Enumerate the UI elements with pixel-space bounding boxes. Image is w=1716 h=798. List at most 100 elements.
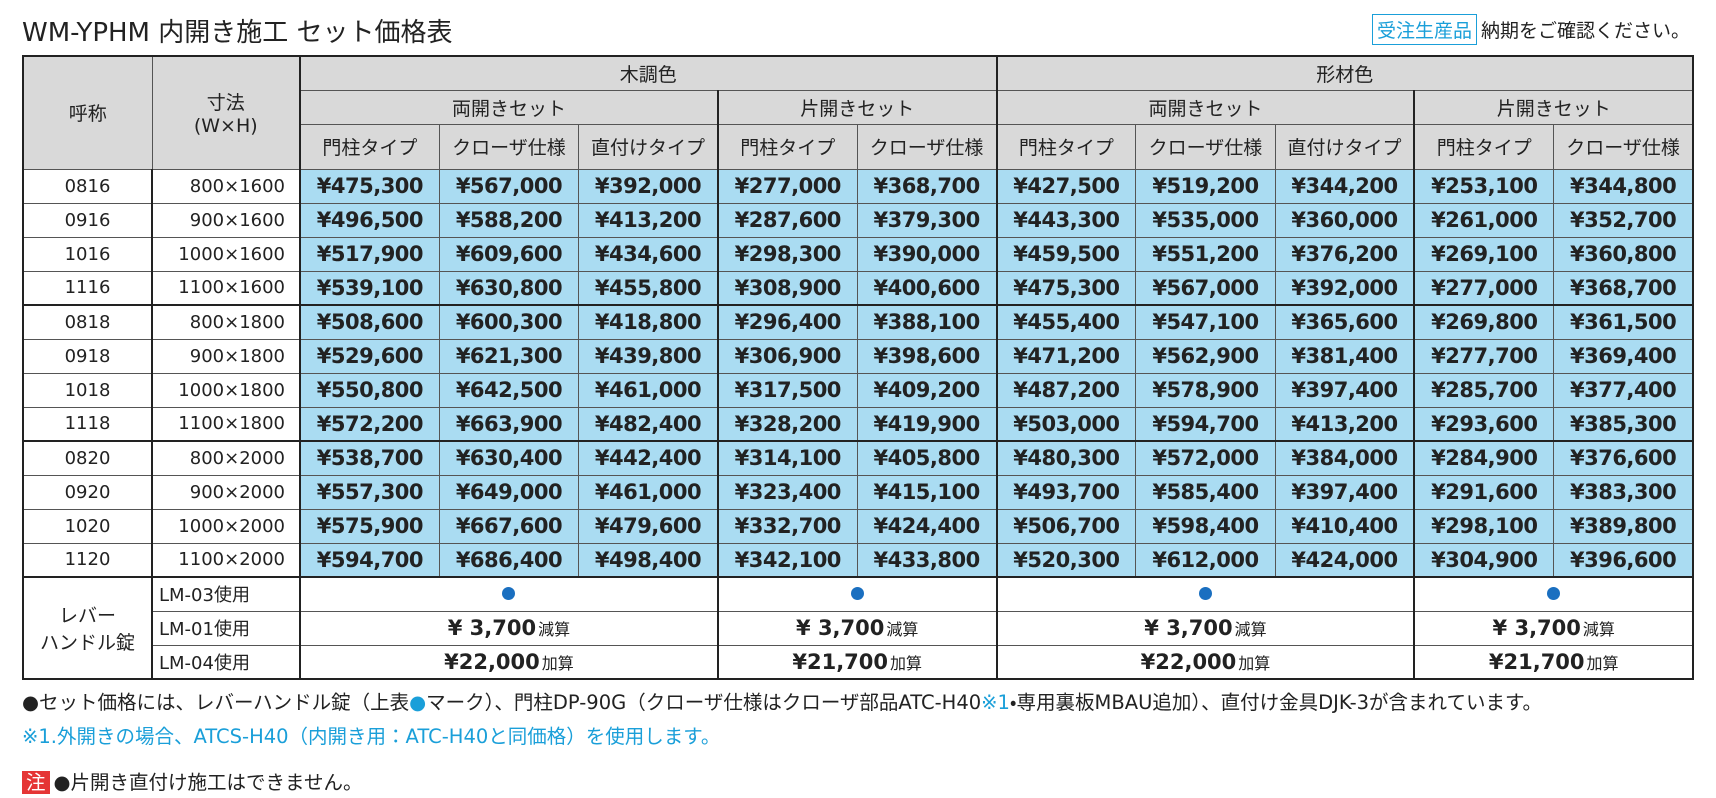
price: ¥667,600 xyxy=(438,508,580,544)
dot xyxy=(502,586,516,600)
price: ¥487,200 xyxy=(995,372,1137,408)
price-table: 呼称 寸法 (W×H) 木調色 形材色 両開きセット 片開きセット 両開きセット 片開きセット門… xyxy=(22,55,1695,680)
price: ¥475,300 xyxy=(995,270,1137,306)
footnote: ※1.外開きの場合、ATCS-H40（内開き用：ATC-H40と同価格）を使用し… xyxy=(22,725,721,748)
price: ¥588,200 xyxy=(438,202,580,238)
price: ¥496,500 xyxy=(298,202,440,238)
lever-option: LM-03使用 xyxy=(151,576,301,612)
price: ¥594,700 xyxy=(1135,406,1276,442)
code: 0818 xyxy=(22,304,153,340)
price: ¥508,600 xyxy=(298,304,440,340)
price: ¥461,000 xyxy=(578,474,719,510)
price: ¥381,400 xyxy=(1274,338,1415,374)
size: 800×2000 xyxy=(151,440,301,476)
price-row: 1018 1000×1800 ¥550,800 ¥642,500 ¥461,000 ¥31… xyxy=(22,372,1694,408)
lever-cell: ¥ 3,700 減算 xyxy=(995,610,1415,646)
lever-label-line: レバー xyxy=(58,605,116,627)
price: ¥400,600 xyxy=(856,270,998,306)
price: ¥368,700 xyxy=(856,168,998,204)
price: ¥296,400 xyxy=(716,304,858,340)
price: ¥352,700 xyxy=(1553,202,1694,238)
price: ¥405,800 xyxy=(856,440,998,476)
badge: 受注生産品 xyxy=(1371,14,1477,45)
type-head: クローザ仕様 xyxy=(856,123,998,170)
lever-price: ¥ 3,700 xyxy=(1144,616,1233,640)
size: 1100×1600 xyxy=(151,270,301,306)
size: 1000×1600 xyxy=(151,236,301,272)
price: ¥567,000 xyxy=(438,168,580,204)
code: 0920 xyxy=(22,474,153,510)
lever-option: LM-01使用 xyxy=(151,610,301,646)
price: ¥538,700 xyxy=(298,440,440,476)
price-row: 1118 1100×1800 ¥572,200 ¥663,900 ¥482,400 ¥32… xyxy=(22,406,1694,442)
caution-text: ●片開き直付け施工はできません。 xyxy=(53,771,363,794)
dot xyxy=(850,586,864,600)
price: ¥498,400 xyxy=(578,542,719,578)
lever-label-line: ハンドル錠 xyxy=(39,632,135,654)
size: 1000×1800 xyxy=(151,372,301,408)
type-head: 直付けタイプ xyxy=(578,123,719,170)
price: ¥277,000 xyxy=(716,168,858,204)
price: ¥384,000 xyxy=(1274,440,1415,476)
size: 800×1600 xyxy=(151,168,301,204)
price: ¥493,700 xyxy=(995,474,1137,510)
lever-price: ¥ 3,700 xyxy=(1492,616,1581,640)
price: ¥642,500 xyxy=(438,372,580,408)
price: ¥323,400 xyxy=(716,474,858,510)
note: 納期をご確認ください。 xyxy=(1480,20,1690,42)
type-head: クローザ仕様 xyxy=(1553,123,1694,170)
price: ¥397,400 xyxy=(1274,474,1415,510)
price: ¥439,800 xyxy=(578,338,719,374)
price: ¥291,600 xyxy=(1413,474,1555,510)
code: 0820 xyxy=(22,440,153,476)
lever-cell xyxy=(1413,576,1694,612)
price: ¥519,200 xyxy=(1135,168,1276,204)
price: ¥385,300 xyxy=(1553,406,1694,442)
price: ¥455,800 xyxy=(578,270,719,306)
lever-cell: ¥21,700 加算 xyxy=(716,644,998,680)
type-head: 門柱タイプ xyxy=(995,123,1137,170)
price-row: 0818 800×1800 ¥508,600 ¥600,300 ¥418,800 ¥296… xyxy=(22,304,1694,340)
footnote-part: ● xyxy=(409,691,427,714)
type-head: 直付けタイプ xyxy=(1274,123,1415,170)
price: ¥379,300 xyxy=(856,202,998,238)
price: ¥517,900 xyxy=(298,236,440,272)
lever-option: LM-04使用 xyxy=(151,644,301,680)
lever-price: ¥22,000 xyxy=(444,649,540,674)
price: ¥506,700 xyxy=(995,508,1137,544)
price-row: 0816 800×1600 ¥475,300 ¥567,000 ¥392,000 ¥277… xyxy=(22,168,1694,204)
price: ¥434,600 xyxy=(578,236,719,272)
price: ¥398,600 xyxy=(856,338,998,374)
code: 1018 xyxy=(22,372,153,408)
price: ¥285,700 xyxy=(1413,372,1555,408)
lever-op: 加算 xyxy=(1586,653,1619,673)
lever-price: ¥ 3,700 xyxy=(447,616,537,640)
lever-cell xyxy=(299,576,719,612)
table-body: 0816 800×1600 ¥475,300 ¥567,000 ¥392,000 ¥277… xyxy=(22,168,1694,680)
price: ¥397,400 xyxy=(1274,372,1415,408)
price: ¥342,100 xyxy=(716,542,858,578)
lever-cell xyxy=(716,576,998,612)
price: ¥376,600 xyxy=(1553,440,1694,476)
code: 1120 xyxy=(22,542,153,578)
price: ¥344,800 xyxy=(1553,168,1694,204)
price: ¥390,000 xyxy=(856,236,998,272)
code: 0916 xyxy=(22,202,153,238)
price: ¥600,300 xyxy=(438,304,580,340)
price: ¥392,000 xyxy=(1274,270,1415,306)
price: ¥377,400 xyxy=(1553,372,1694,408)
price: ¥298,300 xyxy=(716,236,858,272)
price-row: 1016 1000×1600 ¥517,900 ¥609,600 ¥434,600 ¥29… xyxy=(22,236,1694,272)
head-line: (W×H) xyxy=(193,115,258,138)
price: ¥575,900 xyxy=(298,508,440,544)
lever-cell: ¥22,000 加算 xyxy=(299,644,719,680)
lever-row: LM-01使用 ¥ 3,700 減算 ¥ 3,700 減算 ¥ 3,700 減算 ¥ 3,70… xyxy=(23,610,1694,646)
price: ¥424,400 xyxy=(856,508,998,544)
price: ¥383,300 xyxy=(1553,474,1694,510)
price: ¥529,600 xyxy=(298,338,440,374)
price: ¥304,900 xyxy=(1413,542,1555,578)
price: ¥332,700 xyxy=(716,508,858,544)
price-row: 1116 1100×1600 ¥539,100 ¥630,800 ¥455,800 ¥30… xyxy=(22,270,1694,306)
lever-op: 減算 xyxy=(538,620,571,639)
